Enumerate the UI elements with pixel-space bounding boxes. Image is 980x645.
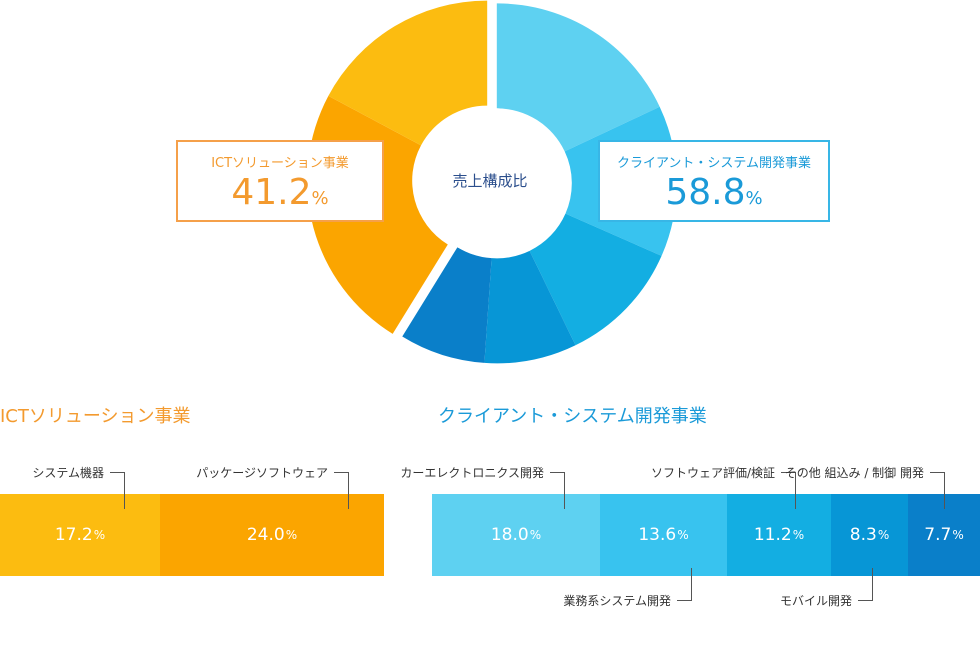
donut-slice-ict-1 [328, 0, 488, 146]
ict-bar-unit: % [285, 528, 298, 542]
client-bar-value: 8.3 [849, 525, 877, 545]
ict-bar-value: 24.0 [246, 525, 285, 545]
client-share-unit: % [745, 188, 763, 209]
client-share-value: 58.8% [600, 173, 828, 219]
ict-bar-segment: 24.0% [160, 494, 384, 576]
ict-section-title: ICTソリューション事業 [0, 406, 191, 427]
client-bar-segment: 18.0% [432, 494, 600, 576]
client-category-label: 業務系システム開発 [563, 594, 671, 608]
client-leader-line [930, 472, 945, 509]
ict-category-label: パッケージソフトウェア [196, 466, 328, 480]
client-leader-line [677, 568, 692, 601]
client-category-label: その他 組込み / 制御 開発 [784, 466, 924, 480]
client-share-callout: クライアント・システム開発事業 58.8% [598, 140, 830, 222]
ict-bar-segment: 17.2% [0, 494, 160, 576]
ict-share-number: 41.2 [231, 172, 312, 213]
donut-slice-client-2 [529, 213, 662, 346]
client-leader-line [781, 472, 796, 509]
client-bar-value: 18.0 [490, 525, 529, 545]
client-bar-segment: 11.2% [727, 494, 831, 576]
client-category-label: カーエレクトロニクス開発 [400, 466, 544, 480]
client-bar-segment: 13.6% [600, 494, 727, 576]
client-bar-segment: 8.3% [831, 494, 908, 576]
client-bar-value: 7.7 [924, 525, 952, 545]
donut-center-label: 売上構成比 [452, 172, 528, 190]
client-bar-value: 11.2 [753, 525, 792, 545]
ict-share-callout: ICTソリューション事業 41.2% [176, 140, 384, 222]
client-bar-value: 13.6 [638, 525, 677, 545]
donut-slice-client-4 [402, 247, 492, 363]
ict-share-unit: % [311, 188, 329, 209]
ict-leader-line [334, 472, 349, 509]
ict-leader-line [110, 472, 125, 509]
ict-bar-unit: % [93, 528, 106, 542]
client-category-label: モバイル開発 [779, 594, 852, 608]
client-bar-unit: % [877, 528, 890, 542]
donut-slice-client-3 [484, 250, 576, 364]
client-section-title: クライアント・システム開発事業 [438, 406, 707, 427]
client-leader-line [550, 472, 565, 509]
client-share-name: クライアント・システム開発事業 [616, 156, 812, 171]
client-bar-unit: % [792, 528, 805, 542]
ict-bar-value: 17.2 [54, 525, 93, 545]
ict-share-name: ICTソリューション事業 [211, 156, 349, 171]
client-bar-unit: % [677, 528, 689, 542]
ict-share-value: 41.2% [178, 173, 382, 219]
donut-slice-client-0 [496, 3, 660, 152]
client-bar-unit: % [529, 528, 542, 542]
client-bar-unit: % [952, 528, 964, 542]
client-leader-line [858, 568, 873, 601]
client-category-label: ソフトウェア評価/検証 [650, 466, 775, 480]
ict-category-label: システム機器 [32, 466, 104, 480]
client-share-number: 58.8 [665, 172, 746, 213]
donut-hole [418, 108, 566, 256]
